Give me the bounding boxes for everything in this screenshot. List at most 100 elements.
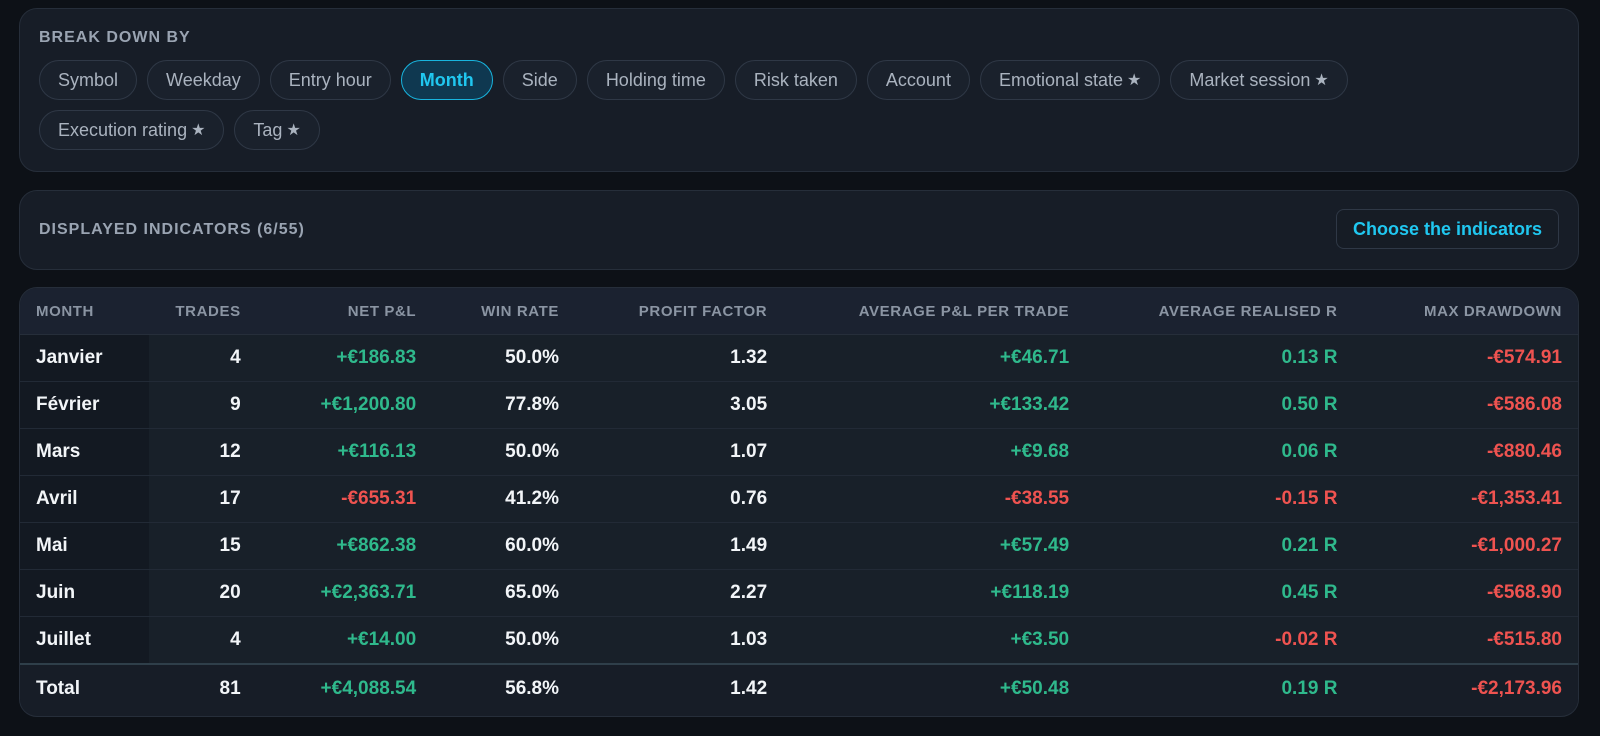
choose-indicators-button[interactable]: Choose the indicators	[1335, 209, 1559, 249]
cell-max-dd: -€515.80	[1353, 616, 1578, 665]
cell-net-pnl: +€2,363.71	[256, 569, 433, 617]
cell-avg-r: 0.21 R	[1085, 522, 1354, 570]
cell-net-pnl: -€655.31	[256, 475, 433, 523]
cell-net-pnl: +€14.00	[256, 616, 433, 665]
cell-win-rate: 50.0%	[432, 428, 575, 476]
cell-month: Total	[20, 663, 149, 713]
cell-win-rate: 77.8%	[432, 381, 575, 429]
breakdown-option-label: Entry hour	[288, 69, 372, 90]
breakdown-option-label: Holding time	[605, 69, 706, 90]
cell-max-dd: -€2,173.96	[1353, 663, 1578, 713]
breakdown-option-market-session[interactable]: Market session ★	[1170, 60, 1348, 100]
cell-avg-pnl: +€9.68	[783, 428, 1086, 476]
cell-trades: 81	[148, 663, 257, 713]
cell-profit-factor: 1.07	[575, 428, 784, 476]
cell-max-dd: -€586.08	[1353, 381, 1578, 429]
table-row: Juillet 4 +€14.00 50.0% 1.03 +€3.50 -0.02 R -€5…	[20, 616, 1578, 665]
cell-profit-factor: 1.42	[575, 663, 784, 713]
cell-profit-factor: 0.76	[575, 475, 784, 523]
cell-month: Mars	[20, 428, 149, 476]
cell-win-rate: 41.2%	[432, 475, 575, 523]
table-body: Janvier 4 +€186.83 50.0% 1.32 +€46.71 0.13 R -€…	[20, 334, 1578, 713]
breakdown-option-label: Month	[419, 69, 474, 90]
breakdown-options: Symbol Weekday Entry hour Month Side Holding …	[39, 60, 1399, 150]
breakdown-option-label: Weekday	[166, 69, 241, 90]
cell-avg-r: 0.50 R	[1085, 381, 1354, 429]
cell-avg-pnl: +€118.19	[783, 569, 1086, 617]
cell-avg-pnl: -€38.55	[783, 475, 1086, 523]
cell-avg-r: 0.06 R	[1085, 428, 1354, 476]
table-row: Mai 15 +€862.38 60.0% 1.49 +€57.49 0.21 R -€1,0…	[20, 522, 1578, 570]
cell-profit-factor: 1.03	[575, 616, 784, 665]
table-row: Janvier 4 +€186.83 50.0% 1.32 +€46.71 0.13 R -€…	[20, 334, 1578, 382]
breakdown-option-emotional-state[interactable]: Emotional state ★	[979, 60, 1161, 100]
cell-trades: 17	[148, 475, 257, 523]
cell-win-rate: 50.0%	[432, 334, 575, 382]
breakdown-option-account[interactable]: Account	[866, 60, 970, 100]
star-icon: ★	[286, 122, 301, 139]
cell-max-dd: -€1,353.41	[1353, 475, 1578, 523]
cell-win-rate: 65.0%	[432, 569, 575, 617]
breakdown-table-panel: MONTH TRADES NET P&L WIN RATE PROFIT FAC…	[19, 287, 1579, 717]
cell-trades: 20	[148, 569, 257, 617]
cell-avg-r: 0.45 R	[1085, 569, 1354, 617]
breakdown-option-side[interactable]: Side	[502, 60, 577, 100]
table-row: Juin 20 +€2,363.71 65.0% 2.27 +€118.19 0.45 R-…	[20, 569, 1578, 617]
cell-max-dd: -€1,000.27	[1353, 522, 1578, 570]
column-header-month[interactable]: MONTH	[20, 288, 149, 335]
breakdown-option-risk-taken[interactable]: Risk taken	[734, 60, 857, 100]
cell-net-pnl: +€186.83	[256, 334, 433, 382]
cell-month: Février	[20, 381, 149, 429]
cell-max-dd: -€574.91	[1353, 334, 1578, 382]
table-total-row: Total 81 +€4,088.54 56.8% 1.42 +€50.48 0.19 R-…	[20, 663, 1578, 713]
column-header-profit-factor[interactable]: PROFIT FACTOR	[575, 288, 784, 335]
cell-month: Juin	[20, 569, 149, 617]
breakdown-option-entry-hour[interactable]: Entry hour	[269, 60, 391, 100]
breakdown-option-weekday[interactable]: Weekday	[147, 60, 260, 100]
breakdown-panel: BREAK DOWN BY Symbol Weekday Entry hour Mon…	[19, 8, 1579, 172]
cell-net-pnl: +€862.38	[256, 522, 433, 570]
cell-win-rate: 60.0%	[432, 522, 575, 570]
cell-month: Janvier	[20, 334, 149, 382]
cell-avg-r: -0.02 R	[1085, 616, 1354, 665]
cell-avg-pnl: +€46.71	[783, 334, 1086, 382]
cell-avg-r: -0.15 R	[1085, 475, 1354, 523]
cell-avg-r: 0.19 R	[1085, 663, 1354, 713]
breakdown-title: BREAK DOWN BY	[39, 29, 191, 46]
column-header-avg-pnl[interactable]: AVERAGE P&L PER TRADE	[783, 288, 1086, 335]
column-header-win-rate[interactable]: WIN RATE	[432, 288, 575, 335]
cell-avg-pnl: +€3.50	[783, 616, 1086, 665]
star-icon: ★	[191, 122, 206, 139]
cell-net-pnl: +€4,088.54	[256, 663, 433, 713]
cell-max-dd: -€880.46	[1353, 428, 1578, 476]
cell-trades: 12	[148, 428, 257, 476]
breakdown-option-label: Account	[885, 69, 951, 90]
column-header-avg-r[interactable]: AVERAGE REALISED R	[1085, 288, 1354, 335]
cell-profit-factor: 2.27	[575, 569, 784, 617]
table-row: Avril 17 -€655.31 41.2% 0.76 -€38.55 -0.15 R -€…	[20, 475, 1578, 523]
indicators-panel: DISPLAYED INDICATORS (6/55) Choose the i…	[19, 190, 1579, 270]
table-header-row: MONTH TRADES NET P&L WIN RATE PROFIT FAC…	[20, 288, 1578, 335]
cell-avg-r: 0.13 R	[1085, 334, 1354, 382]
column-header-trades[interactable]: TRADES	[148, 288, 257, 335]
breakdown-option-holding-time[interactable]: Holding time	[586, 60, 725, 100]
cell-month: Juillet	[20, 616, 149, 665]
breakdown-option-label: Market session	[1189, 69, 1311, 90]
cell-avg-pnl: +€133.42	[783, 381, 1086, 429]
cell-profit-factor: 3.05	[575, 381, 784, 429]
table-row: Février 9 +€1,200.80 77.8% 3.05 +€133.42 0.50 …	[20, 381, 1578, 429]
column-header-max-drawdown[interactable]: MAX DRAWDOWN	[1353, 288, 1578, 335]
breakdown-option-label: Risk taken	[753, 69, 838, 90]
star-icon: ★	[1314, 72, 1329, 89]
breakdown-option-month[interactable]: Month	[400, 60, 493, 100]
breakdown-option-symbol[interactable]: Symbol	[39, 60, 138, 100]
cell-profit-factor: 1.49	[575, 522, 784, 570]
cell-trades: 4	[148, 616, 257, 665]
breakdown-option-execution-rating[interactable]: Execution rating ★	[39, 110, 225, 150]
breakdown-option-tag[interactable]: Tag ★	[234, 110, 320, 150]
cell-win-rate: 56.8%	[432, 663, 575, 713]
cell-avg-pnl: +€50.48	[783, 663, 1086, 713]
cell-trades: 4	[148, 334, 257, 382]
column-header-net-pnl[interactable]: NET P&L	[256, 288, 433, 335]
cell-avg-pnl: +€57.49	[783, 522, 1086, 570]
